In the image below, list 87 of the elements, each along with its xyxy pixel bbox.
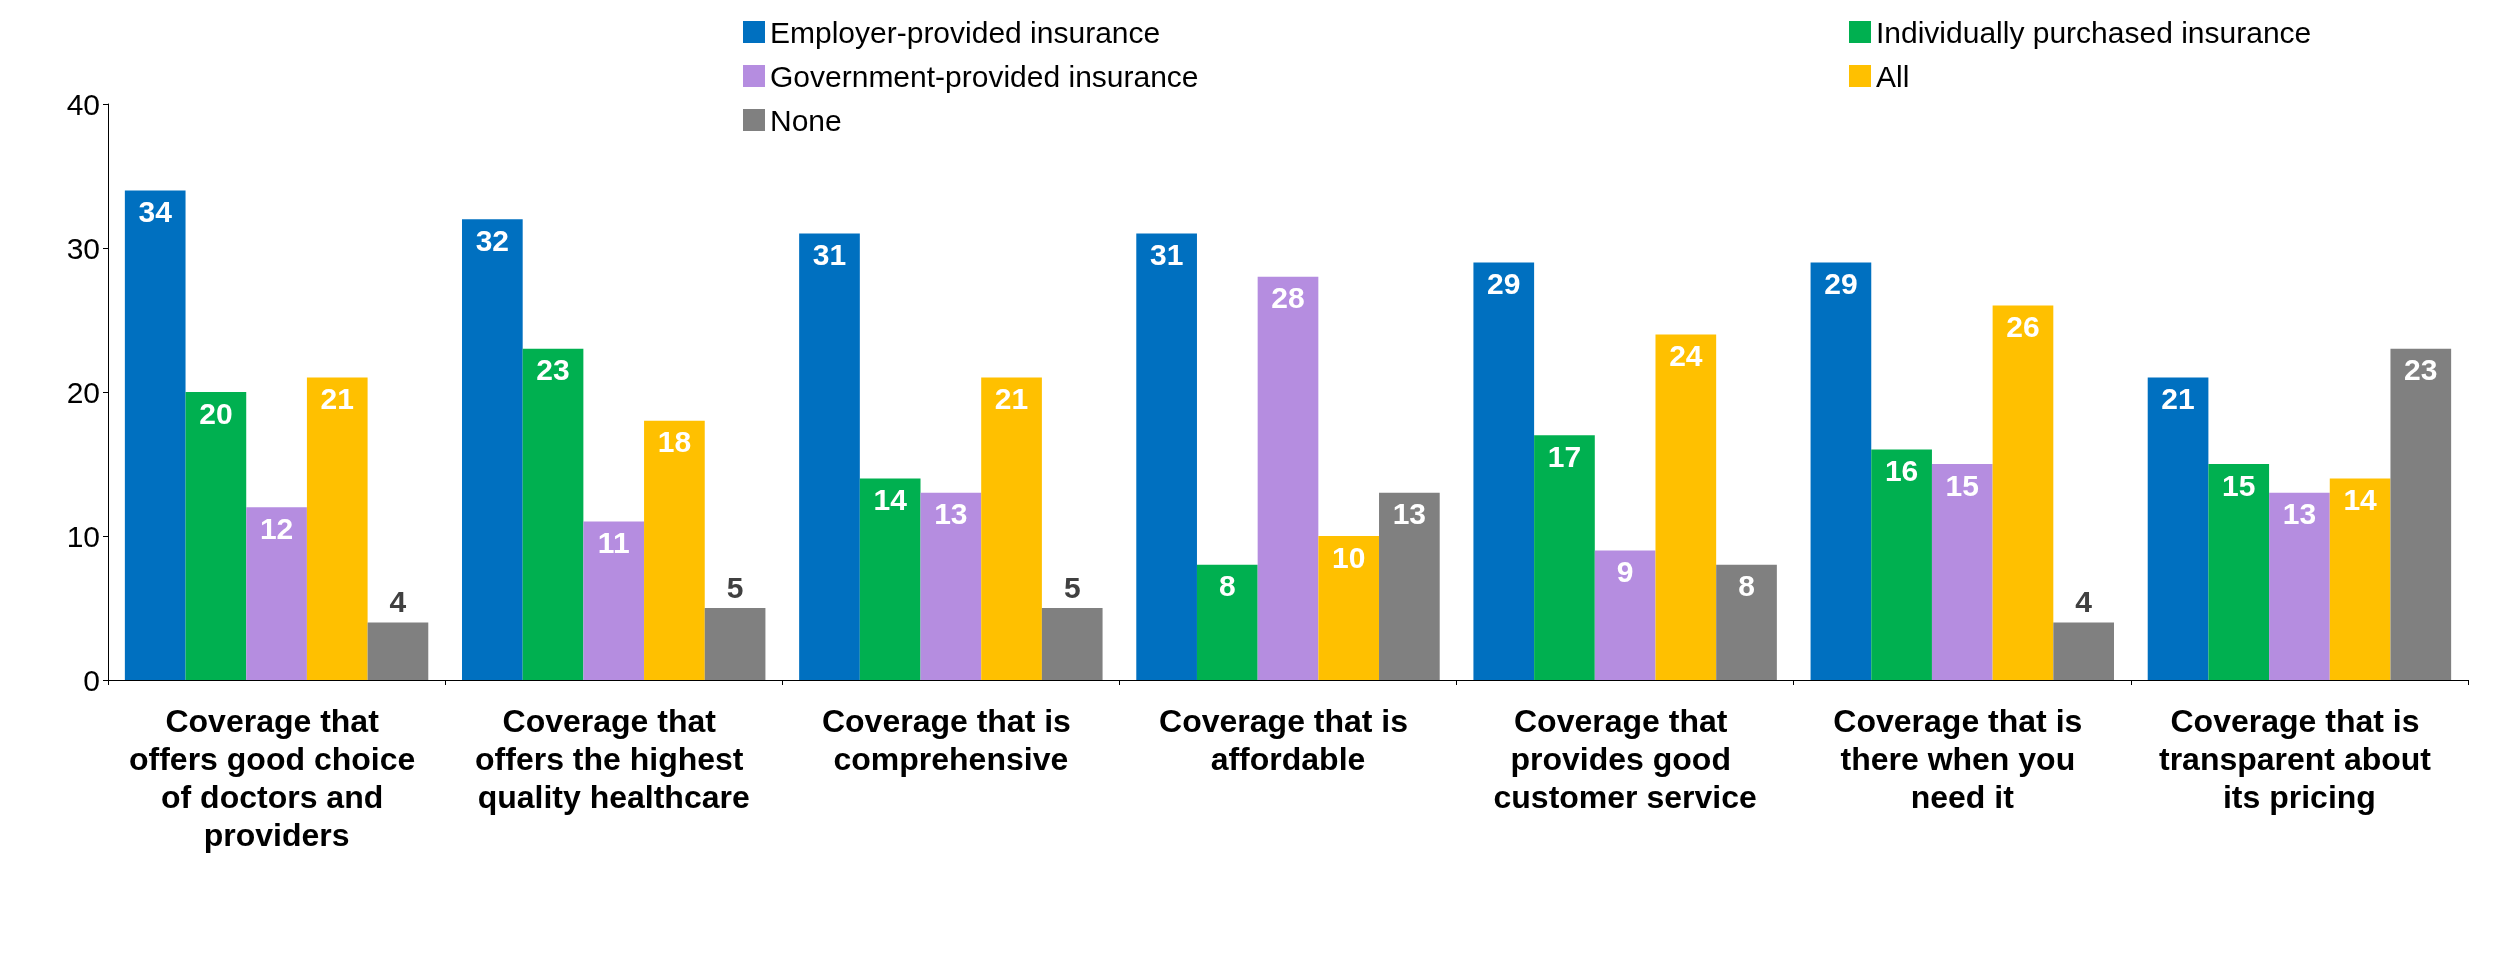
bar <box>799 233 860 680</box>
legend-label: Individually purchased insurance <box>1876 15 2312 49</box>
data-label: 32 <box>475 223 510 257</box>
bar <box>2053 622 2114 680</box>
data-label: 17 <box>1547 439 1582 473</box>
data-label: 31 <box>812 238 847 272</box>
bar <box>2147 377 2209 680</box>
data-label: 16 <box>1884 454 1919 488</box>
legend-label: All <box>1876 59 1910 93</box>
bar <box>246 507 307 680</box>
data-label: 29 <box>1824 266 1858 300</box>
bar <box>1041 608 1103 680</box>
bar <box>2269 492 2330 680</box>
y-tick-label: 20 <box>66 375 100 409</box>
data-label: 14 <box>873 482 908 516</box>
bar <box>367 622 429 680</box>
data-label: 23 <box>2404 353 2438 387</box>
legend-label: Employer-provided insurance <box>770 15 1161 49</box>
legend-label: None <box>770 103 842 137</box>
bar <box>981 377 1042 680</box>
bar <box>1473 262 1535 680</box>
bar <box>522 348 584 680</box>
data-label: 5 <box>726 570 744 604</box>
bar <box>1196 564 1258 680</box>
data-label: 8 <box>1218 569 1236 603</box>
data-label: 15 <box>2222 468 2256 502</box>
data-label: 5 <box>1063 570 1081 604</box>
data-label: 13 <box>934 497 968 531</box>
bar <box>583 521 645 680</box>
data-label: 23 <box>536 353 570 387</box>
bar <box>462 219 523 680</box>
data-label: 28 <box>1271 281 1305 315</box>
y-tick-label: 30 <box>66 231 100 265</box>
bar <box>1716 564 1777 680</box>
data-label: 4 <box>389 584 407 618</box>
bar <box>1992 305 2054 680</box>
data-label: 20 <box>199 396 233 430</box>
bar <box>1931 464 1993 680</box>
legend-label: Government-provided insurance <box>770 59 1199 93</box>
bar <box>1594 550 1656 680</box>
x-tick-label: Coverage that is affordable <box>1159 703 1417 777</box>
bar <box>1534 435 1595 680</box>
data-label: 14 <box>2343 482 2378 516</box>
data-label: 21 <box>320 382 354 416</box>
bar <box>1871 449 1932 680</box>
data-label: 34 <box>138 194 173 228</box>
data-label: 12 <box>259 511 294 545</box>
bar <box>1318 536 1380 680</box>
data-label: 13 <box>2282 497 2317 531</box>
bar <box>124 190 186 680</box>
bar <box>1136 233 1197 680</box>
bar <box>2208 464 2270 680</box>
data-label: 9 <box>1616 554 1634 588</box>
data-label: 31 <box>1149 238 1184 272</box>
bar <box>644 420 705 680</box>
bar <box>859 478 921 680</box>
bar <box>1810 262 1872 680</box>
x-tick-label: Coverage that is there when you need it <box>1833 703 2092 815</box>
data-label: 21 <box>2161 382 2195 416</box>
data-label: 13 <box>1392 497 1427 531</box>
data-label: 4 <box>2075 584 2093 618</box>
bar <box>2329 478 2391 680</box>
x-tick-label: Coverage that provides good customer service <box>1493 703 1757 815</box>
x-tick-label: Coverage that offers good choice of doctors and providers <box>129 703 425 853</box>
y-tick-label: 10 <box>66 519 100 553</box>
data-label: 8 <box>1738 569 1755 603</box>
bar <box>704 608 766 680</box>
bar <box>1379 492 1440 680</box>
bar <box>1655 334 1717 680</box>
x-tick-label: Coverage that is transparent about its pricing <box>2158 703 2440 815</box>
data-label: 26 <box>2006 310 2040 344</box>
data-label: 10 <box>1332 540 1366 574</box>
data-label: 11 <box>597 526 630 560</box>
bar <box>1257 276 1319 680</box>
data-label: 15 <box>1945 468 1979 502</box>
data-label: 21 <box>994 382 1029 416</box>
x-tick-label: Coverage that offers the highest quality healthcare <box>475 703 753 815</box>
data-label: 18 <box>657 425 692 459</box>
bar <box>2390 348 2452 680</box>
bar <box>920 492 982 680</box>
bar <box>185 392 247 680</box>
data-label: 29 <box>1487 266 1521 300</box>
x-tick-label: Coverage that is comprehensive <box>821 703 1080 777</box>
y-tick-label: 0 <box>83 663 100 697</box>
y-tick-label: 40 <box>66 87 100 121</box>
data-label: 24 <box>1669 338 1703 372</box>
bar <box>306 377 368 680</box>
